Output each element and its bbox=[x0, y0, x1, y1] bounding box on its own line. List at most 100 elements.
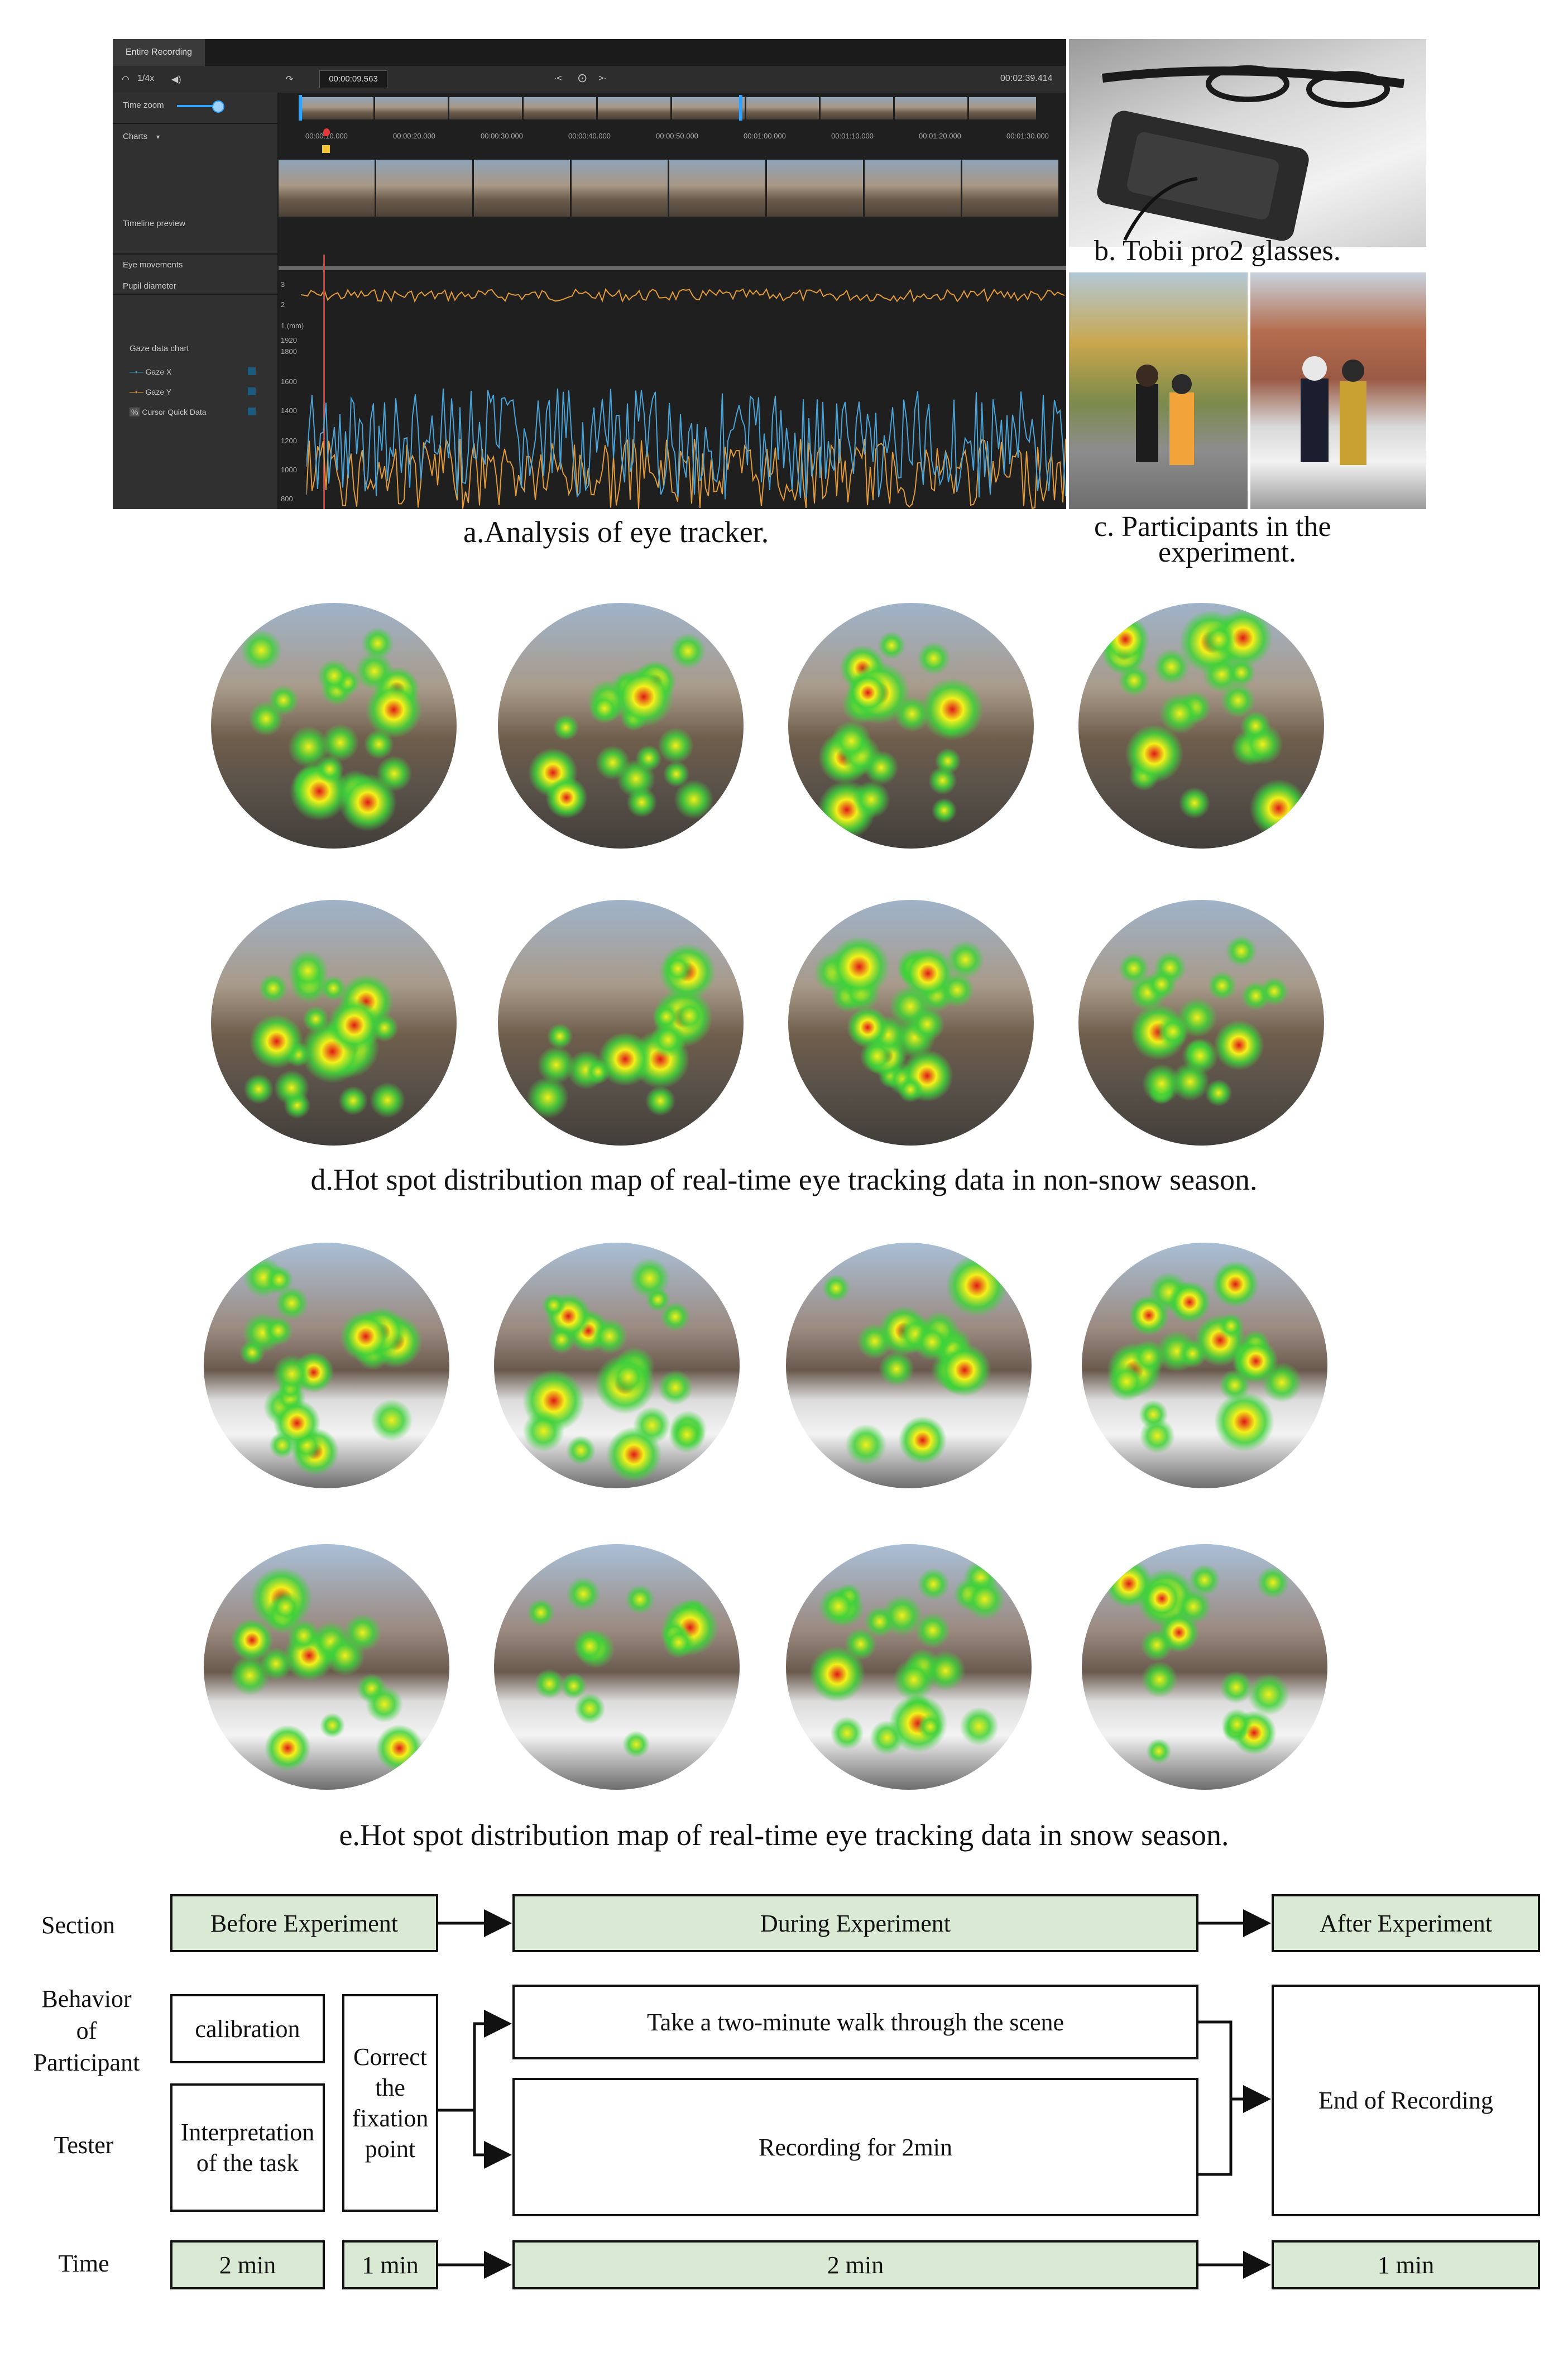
ruler-tick: 00:00:40.000 bbox=[568, 132, 611, 140]
cursor-toggle[interactable] bbox=[248, 408, 256, 415]
heat-spot bbox=[229, 1655, 270, 1696]
correct-fixation-box: Correct the fixation point bbox=[342, 1994, 438, 2212]
heat-spots bbox=[817, 631, 984, 839]
heat-spot bbox=[274, 1070, 310, 1106]
event-marker[interactable] bbox=[322, 145, 330, 153]
heat-spot bbox=[830, 1716, 864, 1750]
heat-spot bbox=[541, 1293, 567, 1318]
legend-gaze-y-label: Gaze Y bbox=[145, 387, 172, 396]
volume-icon[interactable]: ◀) bbox=[171, 75, 181, 84]
heat-spot bbox=[545, 777, 588, 819]
heat-spot bbox=[365, 681, 423, 739]
row-label-section: Section bbox=[41, 1911, 115, 1939]
tobii-glasses-photo bbox=[1069, 39, 1426, 247]
heat-spot bbox=[263, 1315, 294, 1346]
gaze-x-toggle[interactable] bbox=[248, 367, 256, 375]
heat-spot bbox=[809, 1646, 866, 1703]
heat-spot bbox=[566, 1435, 596, 1465]
eye-tracker-software-screenshot: Entire Recording ◠ 1/4x ◀) ↷ 00:00:09.56… bbox=[113, 39, 1066, 509]
heat-spot bbox=[537, 1046, 576, 1084]
tab-entire-recording[interactable]: Entire Recording bbox=[113, 39, 205, 66]
heat-spot bbox=[319, 1713, 345, 1738]
next-icon[interactable]: >· bbox=[598, 74, 607, 83]
heat-spot bbox=[946, 940, 985, 979]
heat-spot bbox=[338, 1086, 368, 1115]
section-after-experiment: After Experiment bbox=[1272, 1894, 1540, 1952]
heat-spot bbox=[526, 1076, 569, 1119]
heatmap-snow bbox=[786, 1243, 1032, 1488]
chevron-down-icon[interactable]: ▾ bbox=[156, 133, 160, 141]
connector bbox=[1198, 2020, 1233, 2176]
current-time-field[interactable]: 00:00:09.563 bbox=[319, 70, 387, 88]
row-label-time: Time bbox=[58, 2250, 109, 2277]
heat-spot bbox=[572, 1629, 607, 1664]
heat-spot bbox=[264, 1724, 311, 1771]
heat-spot bbox=[897, 1076, 924, 1103]
heatmap-nosnow bbox=[1078, 900, 1324, 1146]
legend-gaze-y[interactable]: ─•─ Gaze Y bbox=[130, 387, 171, 396]
heat-spot bbox=[613, 666, 674, 727]
heat-spot bbox=[960, 1707, 999, 1746]
heatmap-snow bbox=[1082, 1243, 1327, 1488]
heatmap-snow bbox=[786, 1544, 1032, 1790]
heatmap-snow bbox=[204, 1243, 449, 1488]
heat-spot bbox=[650, 1022, 686, 1058]
previous-icon[interactable]: ·< bbox=[554, 74, 562, 83]
range-start-handle[interactable] bbox=[299, 95, 302, 121]
caption-b: b. Tobii pro2 glasses. bbox=[1094, 235, 1341, 267]
arrow bbox=[473, 2110, 512, 2169]
heat-spot bbox=[560, 1673, 587, 1699]
heat-spot bbox=[287, 1619, 320, 1652]
legend-gaze-x[interactable]: ─•─ Gaze X bbox=[130, 367, 171, 376]
play-icon[interactable]: ⊙ bbox=[577, 71, 588, 85]
heat-spot bbox=[1201, 622, 1236, 657]
time-before-1: 2 min bbox=[170, 2240, 325, 2289]
gaze-y-toggle[interactable] bbox=[248, 387, 256, 395]
heatmap-nosnow bbox=[211, 603, 457, 849]
heat-spot bbox=[1159, 693, 1201, 734]
heat-spot bbox=[370, 1082, 406, 1118]
heatmap-nosnow bbox=[788, 900, 1034, 1146]
speed-icon[interactable]: ◠ bbox=[122, 75, 130, 84]
heat-spot bbox=[831, 720, 872, 761]
heat-spot bbox=[653, 1003, 680, 1031]
time-zoom-slider[interactable] bbox=[177, 105, 222, 107]
range-end-handle[interactable] bbox=[739, 95, 742, 121]
gaze-tick: 1400 bbox=[281, 406, 297, 415]
window-tab-bar: Entire Recording bbox=[113, 39, 1066, 66]
heat-spot bbox=[822, 1274, 850, 1302]
ruler-tick: 00:00:20.000 bbox=[393, 132, 435, 140]
share-icon[interactable]: ↷ bbox=[286, 75, 294, 84]
heat-spot bbox=[269, 1590, 302, 1624]
heat-spots bbox=[809, 1560, 1006, 1755]
heat-spot bbox=[375, 1724, 424, 1772]
playhead-line bbox=[323, 255, 325, 509]
playhead-marker[interactable] bbox=[323, 128, 330, 136]
row-label-behavior-line: of bbox=[76, 2017, 97, 2045]
heat-spot bbox=[272, 1354, 312, 1394]
gaze-data-chart bbox=[306, 388, 1066, 509]
time-before-2: 1 min bbox=[342, 2240, 438, 2289]
legend-cursor-label: Cursor Quick Data bbox=[142, 408, 207, 416]
heat-spot bbox=[893, 1658, 935, 1701]
heat-spot bbox=[925, 1650, 966, 1691]
heat-spot bbox=[914, 1612, 951, 1649]
ruler-tick: 00:00:30.000 bbox=[481, 132, 523, 140]
heat-spot bbox=[1146, 969, 1177, 1000]
heat-spot bbox=[1220, 683, 1256, 718]
heat-spot bbox=[662, 953, 693, 984]
heat-spot bbox=[674, 779, 714, 820]
speed-label[interactable]: 1/4x bbox=[137, 74, 155, 83]
heat-spot bbox=[1214, 1019, 1264, 1071]
sidebar: Time zoom Charts ▾ Timeline preview Eye … bbox=[113, 93, 279, 509]
charts-menu[interactable]: Charts bbox=[123, 132, 148, 141]
time-ruler[interactable]: 00:00:10.000 00:00:20.000 00:00:30.000 0… bbox=[279, 128, 1066, 160]
heat-spot bbox=[913, 1323, 951, 1361]
legend-cursor[interactable]: % Cursor Quick Data bbox=[130, 408, 207, 416]
scrub-thumbnails[interactable] bbox=[301, 97, 1036, 119]
row-label-behavior-line: Participant bbox=[33, 2049, 140, 2077]
heat-spot bbox=[920, 678, 984, 741]
ruler-tick: 00:01:00.000 bbox=[744, 132, 786, 140]
gaze-y-swatch: ─•─ bbox=[130, 387, 143, 396]
time-zoom-handle[interactable] bbox=[212, 100, 224, 113]
